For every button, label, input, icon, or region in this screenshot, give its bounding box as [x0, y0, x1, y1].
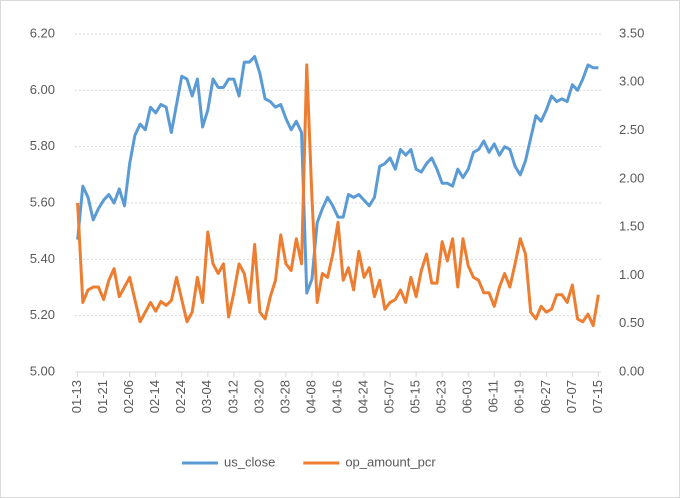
y-tick-label: 5.00: [30, 363, 55, 378]
y-tick-label: 5.80: [30, 138, 55, 153]
x-tick-label: 03-28: [277, 380, 292, 413]
x-tick-label: 03-04: [199, 380, 214, 413]
y2-tick-label: 0.50: [619, 315, 644, 330]
y-tick-label: 5.60: [30, 194, 55, 209]
x-tick-label: 06-19: [512, 380, 527, 413]
x-tick-label: 02-06: [121, 380, 136, 413]
x-tick-label: 04-08: [303, 380, 318, 413]
x-tick-label: 05-15: [408, 380, 423, 413]
y2-tick-label: 0.00: [619, 363, 644, 378]
y2-tick-label: 1.00: [619, 267, 644, 282]
x-tick-label: 06-03: [460, 380, 475, 413]
series-line: [76, 55, 599, 295]
x-tick-label: 07-15: [590, 380, 605, 413]
x-tick-label: 06-11: [486, 380, 501, 412]
y-tick-label: 6.00: [30, 82, 55, 97]
x-tick-label: 02-24: [173, 380, 188, 413]
x-tick-label: 01-13: [69, 380, 84, 413]
x-tick-label: 05-07: [382, 380, 397, 413]
x-tick-label: 01-21: [95, 380, 110, 413]
y-tick-label: 5.20: [30, 307, 55, 322]
series-line: [76, 63, 600, 328]
legend-label: op_amount_pcr: [345, 454, 436, 469]
y-tick-label: 6.20: [30, 25, 55, 40]
x-tick-label: 05-23: [434, 380, 449, 413]
y2-tick-label: 2.00: [619, 170, 644, 185]
x-tick-label: 06-27: [538, 380, 553, 413]
x-tick-label: 04-24: [355, 380, 370, 413]
x-tick-label: 03-12: [225, 380, 240, 413]
y2-tick-label: 3.50: [619, 25, 644, 40]
y2-tick-label: 3.00: [619, 74, 644, 89]
legend-label: us_close: [224, 454, 275, 469]
y2-tick-label: 2.50: [619, 122, 644, 137]
x-tick-label: 02-14: [147, 380, 162, 413]
y-tick-label: 5.40: [30, 251, 55, 266]
y2-tick-label: 1.50: [619, 219, 644, 234]
x-tick-label: 03-20: [251, 380, 266, 413]
x-tick-label: 07-07: [564, 380, 579, 413]
x-tick-label: 04-16: [329, 380, 344, 413]
